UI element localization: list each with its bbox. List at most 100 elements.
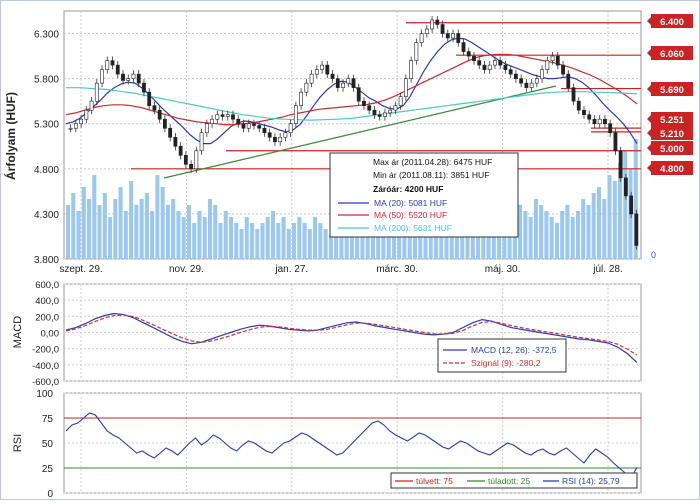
volume-bar <box>281 217 286 259</box>
rsi-legend-label: RSI (14): 25,79 <box>562 476 620 486</box>
oversold-legend-label: túladott: 25 <box>488 476 530 486</box>
candle-body <box>142 82 146 93</box>
rsi-legend: túlvett: 75 túladott: 25 RSI (14): 25,79 <box>390 472 638 489</box>
price-y-tick: 4.800 <box>34 165 59 176</box>
candle-body <box>183 154 188 165</box>
rsi-y-tick: 75 <box>42 414 54 425</box>
volume-bar <box>249 223 255 259</box>
x-tick-label: márc. 30. <box>376 264 418 275</box>
macd-y-tick: -400,0 <box>32 361 59 372</box>
candle-body <box>199 132 204 152</box>
candles <box>68 15 639 250</box>
volume-bar <box>565 205 570 259</box>
candle-body <box>236 118 241 125</box>
candle-body <box>377 114 382 117</box>
rsi-y-tick: 0 <box>47 489 53 499</box>
volume-bar <box>150 211 155 259</box>
candle-body <box>608 123 613 134</box>
rsi-levels <box>64 417 641 469</box>
rsi-y-tick: 100 <box>36 389 53 400</box>
volume-bar <box>370 229 375 259</box>
candle-body <box>152 105 157 111</box>
volume-bar <box>523 211 528 259</box>
candle-body <box>367 105 372 111</box>
candle-body <box>603 118 607 125</box>
candle-body <box>582 109 586 116</box>
macd-legend-label: MACD (12, 26): -372,5 <box>471 345 557 355</box>
volume-bar <box>197 211 202 259</box>
candle-body <box>398 96 403 106</box>
volume-bar <box>134 205 139 259</box>
volume-bar <box>491 223 496 259</box>
volume-bar <box>465 235 470 259</box>
candle-body <box>325 64 330 75</box>
x-tick-label: nov. 29. <box>169 264 204 275</box>
price-y-axis-label: Árfolyam (HUF) <box>3 92 18 180</box>
volume-bars <box>66 139 638 259</box>
candle-body <box>178 145 183 156</box>
price-y-tick: 3.800 <box>34 255 59 266</box>
candle-body <box>498 60 503 66</box>
price-level-label: 5.690 <box>660 85 684 96</box>
price-level-badge-arrow <box>647 144 651 152</box>
rsi-lines <box>65 412 638 479</box>
rsi-y-tick: 50 <box>42 439 54 450</box>
candle-body <box>372 109 377 116</box>
volume-bar <box>160 187 165 259</box>
price-level-badge <box>651 14 693 28</box>
volume-bar <box>433 217 439 259</box>
price-level-badge <box>651 141 693 155</box>
x-tick-label: szept. 29. <box>59 264 102 275</box>
macd-y-tick: 400,0 <box>35 296 59 307</box>
candle-body <box>157 109 162 120</box>
candle-body <box>362 100 366 106</box>
volume-bar <box>360 235 365 259</box>
rsi-y-axis-label: RSI <box>12 434 24 452</box>
candle-body <box>597 118 602 125</box>
volume-bar <box>449 235 454 259</box>
candle-body <box>346 78 351 84</box>
candle-body <box>555 55 560 66</box>
candle-body <box>89 100 94 111</box>
price-level-badge <box>651 126 693 140</box>
price-level-badge <box>651 46 693 60</box>
candle-body <box>173 136 178 147</box>
candle-body <box>283 132 288 138</box>
volume-bar <box>292 223 297 259</box>
volume-bar <box>307 229 312 259</box>
candle-body <box>424 28 429 34</box>
candle-body <box>587 114 592 120</box>
macd-grid <box>64 283 641 382</box>
candle-body <box>163 118 167 129</box>
volume-bar <box>349 223 354 259</box>
candle-body <box>409 60 414 79</box>
volume-bar <box>596 187 602 259</box>
price-y-tick: 6.300 <box>34 30 59 41</box>
volume-bar <box>418 229 423 259</box>
candle-body <box>131 73 136 79</box>
candle-body <box>215 114 220 120</box>
volume-bar <box>549 217 554 259</box>
info-legend-ma20: MA (20): 5081 HUF <box>374 198 447 208</box>
volume-bar <box>591 193 596 259</box>
volume-bar <box>71 193 76 259</box>
candle-body <box>189 164 194 170</box>
signal-line <box>65 314 638 356</box>
candle-body <box>566 73 571 88</box>
candle-body <box>105 60 110 70</box>
info-max: Max ár (2011.04.28): 6475 HUF <box>373 157 492 167</box>
volume-bar <box>460 229 465 259</box>
volume-bar <box>386 223 391 259</box>
price-level-badge-arrow <box>647 115 651 123</box>
ma-line <box>66 87 638 121</box>
volume-bar <box>97 205 102 259</box>
overbought-legend-label: túlvett: 75 <box>416 476 453 486</box>
price-level-badge <box>651 82 693 96</box>
rsi-line <box>65 412 638 479</box>
candle-body <box>571 87 576 102</box>
info-close: Záróár: 4200 HUF <box>373 184 443 194</box>
price-panel: 6.300 5.800 5.300 4.800 4.300 3.800 szept. 29… <box>3 10 693 275</box>
candle-body <box>335 78 340 88</box>
candle-body <box>550 55 555 61</box>
